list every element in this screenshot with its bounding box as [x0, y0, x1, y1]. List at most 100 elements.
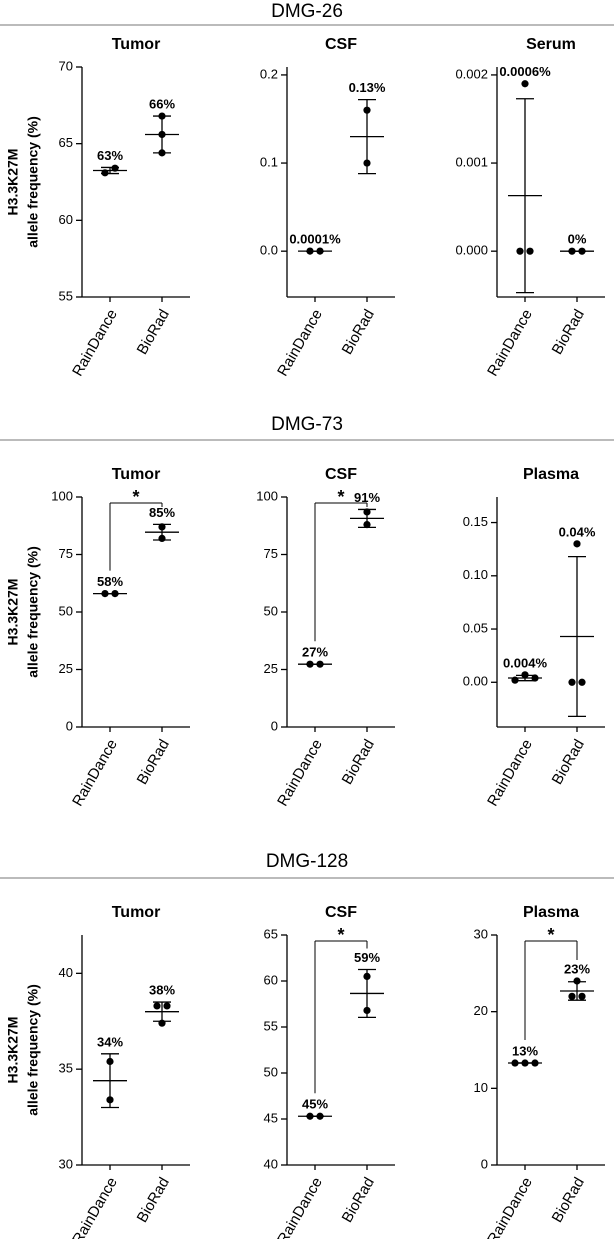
y-tick-label: 0.2: [260, 66, 278, 81]
x-tick-label: RainDance: [69, 306, 121, 379]
y-tick-label: 0: [481, 1156, 488, 1171]
y-tick-label: 25: [264, 661, 278, 676]
data-point: [363, 1006, 371, 1015]
data-point: [363, 972, 371, 981]
y-tick-label: 0.002: [455, 66, 488, 81]
data-point: [158, 130, 166, 139]
y-tick-label: 70: [59, 58, 73, 73]
value-label: 45%: [302, 1097, 328, 1112]
y-tick-label: 60: [59, 212, 73, 227]
x-tick-label: RainDance: [484, 306, 536, 379]
y-tick-label: 100: [256, 488, 278, 503]
panel-title: Serum: [526, 36, 576, 53]
data-point: [363, 159, 371, 167]
value-label: 0%: [568, 232, 587, 247]
data-point: [158, 523, 166, 531]
x-tick-label: RainDance: [274, 736, 326, 809]
data-point: [106, 1057, 114, 1066]
value-label: 59%: [354, 950, 380, 965]
y-tick-label: 0.00: [463, 674, 488, 689]
data-point: [516, 247, 524, 255]
value-label: 27%: [302, 645, 328, 660]
data-point: [158, 1019, 166, 1027]
data-point: [101, 590, 109, 598]
value-label: 23%: [564, 961, 590, 976]
data-point: [363, 106, 371, 114]
data-point: [306, 660, 314, 668]
data-point: [306, 1112, 314, 1120]
x-tick-label: RainDance: [69, 736, 121, 809]
x-tick-label: BioRad: [134, 1174, 173, 1225]
significance: *: [132, 487, 139, 507]
x-tick-label: RainDance: [484, 1174, 536, 1239]
y-tick-label: 0.001: [455, 154, 488, 169]
value-label: 66%: [149, 97, 175, 112]
value-label: 0.0006%: [499, 64, 551, 79]
y-tick-label: 30: [474, 926, 488, 941]
section-title: DMG-26: [271, 1, 343, 22]
value-label: 0.04%: [559, 524, 596, 539]
y-tick-label: 0: [66, 718, 73, 733]
data-point: [316, 1112, 324, 1120]
data-point: [106, 1096, 114, 1104]
significance: *: [547, 925, 554, 945]
section-title: DMG-128: [266, 851, 348, 872]
data-point: [568, 247, 576, 255]
x-tick-label: RainDance: [484, 736, 536, 809]
data-point: [111, 164, 119, 172]
value-label: 38%: [149, 983, 175, 998]
panel-title: CSF: [325, 36, 357, 53]
panel-title: CSF: [325, 904, 357, 921]
y-tick-label: 50: [264, 1064, 278, 1079]
value-label: 34%: [97, 1034, 123, 1049]
y-tick-label: 55: [59, 288, 73, 303]
y-axis-label: allele frequency (%): [25, 116, 41, 248]
data-point: [521, 1059, 529, 1067]
y-tick-label: 30: [59, 1156, 73, 1171]
data-point: [578, 992, 586, 1000]
data-point: [316, 660, 324, 668]
y-tick-label: 0.15: [463, 514, 488, 529]
y-tick-label: 0.05: [463, 620, 488, 635]
y-tick-label: 55: [264, 1018, 278, 1033]
panel-title: Plasma: [523, 466, 579, 483]
y-tick-label: 50: [264, 603, 278, 618]
y-tick-label: 75: [264, 546, 278, 561]
x-tick-label: BioRad: [339, 1174, 378, 1225]
data-point: [526, 247, 534, 255]
data-point: [158, 112, 166, 120]
x-tick-label: BioRad: [339, 306, 378, 357]
data-point: [163, 1002, 171, 1010]
x-tick-label: BioRad: [339, 736, 378, 787]
y-tick-label: 0.1: [260, 154, 278, 169]
data-point: [363, 521, 371, 529]
y-axis-label: H3.3K27M: [5, 1017, 21, 1084]
value-label: 58%: [97, 574, 123, 589]
data-point: [363, 508, 371, 516]
data-point: [158, 149, 166, 157]
data-point: [316, 247, 324, 255]
x-tick-label: BioRad: [549, 306, 588, 357]
data-point: [101, 169, 109, 177]
x-tick-label: BioRad: [134, 736, 173, 787]
data-point: [531, 1059, 539, 1067]
data-point: [568, 678, 576, 686]
data-point: [521, 80, 529, 88]
y-axis-label: allele frequency (%): [25, 984, 41, 1116]
y-tick-label: 100: [51, 488, 73, 503]
data-point: [153, 1002, 161, 1010]
value-label: 0.13%: [349, 80, 386, 95]
value-label: 85%: [149, 505, 175, 520]
data-point: [578, 678, 586, 686]
panel-title: Tumor: [112, 36, 161, 53]
y-tick-label: 65: [264, 926, 278, 941]
data-point: [111, 590, 119, 598]
y-tick-label: 10: [474, 1080, 488, 1095]
y-tick-label: 0.10: [463, 567, 488, 582]
y-tick-label: 35: [59, 1061, 73, 1076]
y-axis-label: allele frequency (%): [25, 546, 41, 678]
x-tick-label: RainDance: [69, 1174, 121, 1239]
x-tick-label: BioRad: [134, 306, 173, 357]
y-tick-label: 75: [59, 546, 73, 561]
